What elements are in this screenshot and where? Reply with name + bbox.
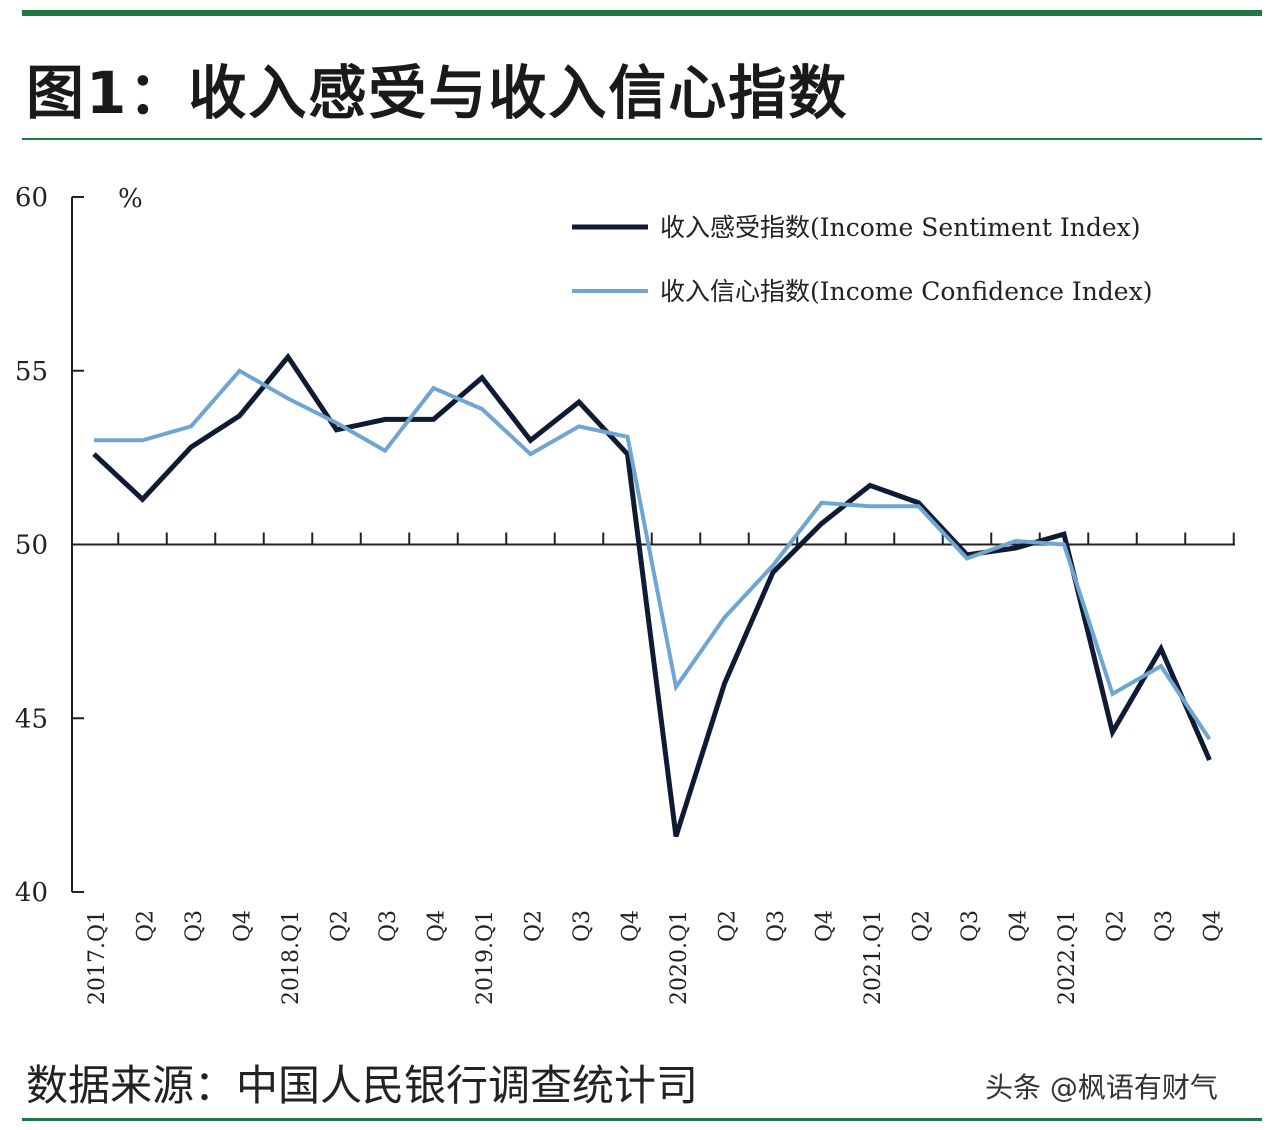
title-rule — [22, 138, 1262, 140]
x-tick-label: Q3 — [182, 910, 207, 942]
x-axis-ticks: 2017.Q1 Q2 Q3 Q4 2018.Q1 Q2 Q3 Q4 2019.Q1 Q2 Q3 Q4 2… — [85, 910, 1226, 1005]
series-line-income-sentiment — [92, 352, 1212, 838]
x-tick-label: Q3 — [958, 910, 983, 942]
legend: 收入感受指数(Income Sentiment Index) 收入信心指数(Inc… — [572, 213, 1152, 306]
x-tick-label: Q4 — [619, 910, 644, 942]
x-tick-label: Q4 — [1007, 910, 1032, 942]
y-tick-label: 60 — [15, 183, 48, 213]
x-tick-label: 2017.Q1 — [85, 910, 110, 1005]
x-tick-label: Q2 — [716, 910, 741, 942]
watermark: 头条 @枫语有财气 — [985, 1071, 1218, 1104]
bottom-rule — [22, 1118, 1262, 1121]
x-tick-label: 2020.Q1 — [667, 910, 692, 1005]
x-tick-label: Q3 — [1152, 910, 1177, 942]
x-tick-label: 2018.Q1 — [279, 910, 304, 1005]
x-tick-label: Q3 — [570, 910, 595, 942]
x-tick-label: 2021.Q1 — [861, 910, 886, 1005]
data-source-note: 数据来源：中国人民银行调查统计司 — [26, 1061, 699, 1110]
x-tick-label: Q3 — [376, 910, 401, 942]
chart-title: 图1：收入感受与收入信心指数 — [26, 59, 849, 127]
y-axis-unit: % — [118, 184, 143, 214]
legend-label: 收入信心指数(Income Confidence Index) — [660, 277, 1152, 306]
y-tick-label: 40 — [15, 878, 48, 908]
x-tick-label: Q4 — [231, 910, 256, 942]
x-tick-label: Q2 — [1104, 910, 1129, 942]
x-tick-label: 2019.Q1 — [473, 910, 498, 1005]
x-tick-label: Q4 — [425, 910, 450, 942]
top-rule — [22, 10, 1262, 16]
y-tick-label: 55 — [15, 357, 48, 387]
y-tick-label: 45 — [15, 704, 48, 734]
legend-label: 收入感受指数(Income Sentiment Index) — [660, 213, 1141, 242]
y-tick-label: 50 — [15, 531, 48, 561]
x-tick-label: Q2 — [134, 910, 159, 942]
x-tick-label: Q4 — [813, 910, 838, 942]
series-line-income-confidence — [94, 368, 1212, 741]
x-tick-label: Q2 — [328, 910, 353, 942]
x-tick-label: Q2 — [910, 910, 935, 942]
x-tick-label: Q4 — [1201, 910, 1226, 942]
x-tick-label: Q2 — [522, 910, 547, 942]
x-tick-label: 2022.Q1 — [1055, 910, 1080, 1005]
y-axis-ticks: 40 45 50 55 60% — [15, 183, 143, 908]
x-tick-label: Q3 — [764, 910, 789, 942]
series-layer — [92, 352, 1212, 838]
